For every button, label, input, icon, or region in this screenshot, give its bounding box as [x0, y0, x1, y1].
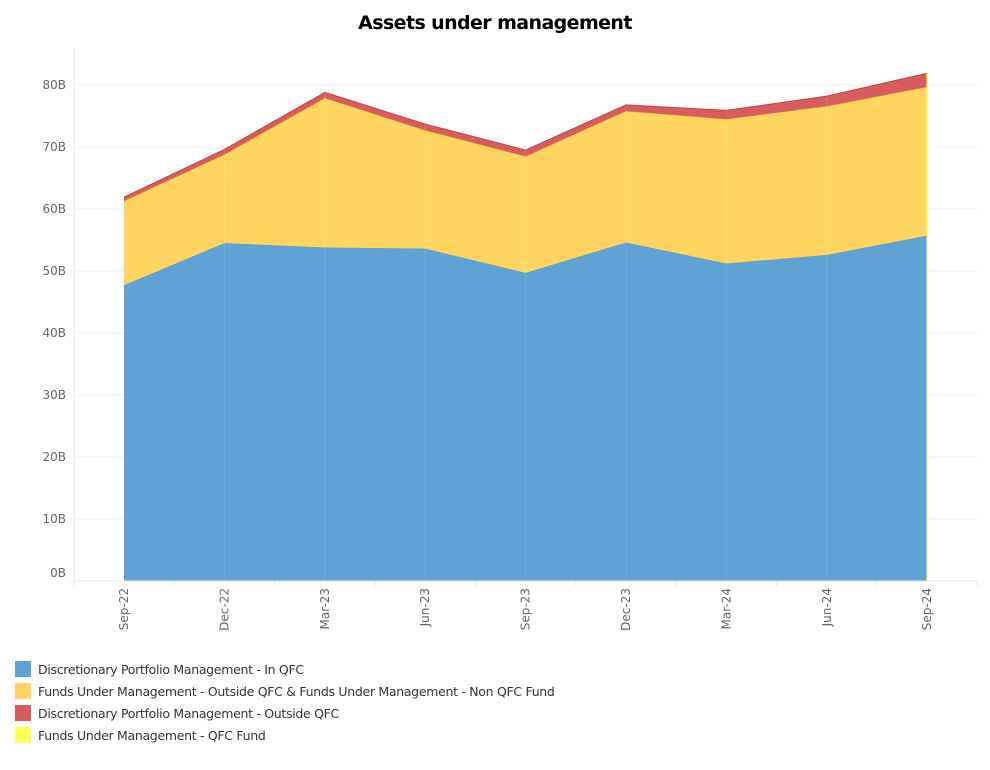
y-tick-label: 0B — [50, 566, 66, 580]
y-axis-labels: 0B 10B 20B 30B 40B 50B 60B 70B 80B — [42, 78, 66, 580]
x-tick-label: Dec-22 — [217, 588, 231, 631]
legend-label: Funds Under Management - Outside QFC & F… — [38, 683, 555, 699]
x-tick-label: Sep-22 — [117, 588, 131, 630]
area-series-1 — [124, 86, 928, 286]
x-tick-label: Dec-23 — [619, 588, 633, 631]
legend-label: Discretionary Portfolio Management - In … — [38, 661, 304, 677]
x-axis-labels: Sep-22 Dec-22 Mar-23 Jun-23 Sep-23 Dec-23 Mar-… — [117, 588, 934, 631]
y-tick-label: 10B — [42, 512, 66, 526]
x-tick-label: Sep-23 — [519, 588, 533, 630]
y-tick-label: 70B — [42, 140, 66, 154]
column-dividers — [223, 72, 928, 581]
legend-item[interactable]: Discretionary Portfolio Management - Out… — [15, 702, 555, 724]
legend-swatch — [15, 683, 31, 699]
y-tick-label: 40B — [42, 326, 66, 340]
x-tick-label: Jun-23 — [418, 588, 432, 627]
legend-swatch — [15, 661, 31, 677]
y-tick-label: 20B — [42, 450, 66, 464]
area-chart: 0B 10B 20B 30B 40B 50B 60B 70B 80B Sep-22 Dec-22 M… — [42, 48, 978, 631]
x-tick-label: Mar-24 — [719, 588, 733, 629]
y-tick-label: 60B — [42, 202, 66, 216]
y-tick-label: 80B — [42, 78, 66, 92]
legend-item[interactable]: Funds Under Management - QFC Fund — [15, 724, 555, 746]
area-series-0 — [124, 235, 928, 581]
chart-title: Assets under management — [358, 12, 632, 34]
y-tick-label: 50B — [42, 264, 66, 278]
legend: Discretionary Portfolio Management - In … — [15, 658, 555, 746]
legend-item[interactable]: Discretionary Portfolio Management - In … — [15, 658, 555, 680]
axes — [73, 48, 978, 586]
legend-item[interactable]: Funds Under Management - Outside QFC & F… — [15, 680, 555, 702]
legend-label: Funds Under Management - QFC Fund — [38, 727, 266, 743]
y-tick-label: 30B — [42, 388, 66, 402]
legend-label: Discretionary Portfolio Management - Out… — [38, 705, 339, 721]
x-tick-label: Sep-24 — [920, 588, 934, 630]
stacked-areas — [123, 72, 928, 581]
legend-swatch — [15, 727, 31, 743]
x-tick-label: Jun-24 — [820, 588, 834, 627]
x-tick-label: Mar-23 — [318, 588, 332, 629]
legend-swatch — [15, 705, 31, 721]
area-edge-2 — [123, 72, 928, 198]
